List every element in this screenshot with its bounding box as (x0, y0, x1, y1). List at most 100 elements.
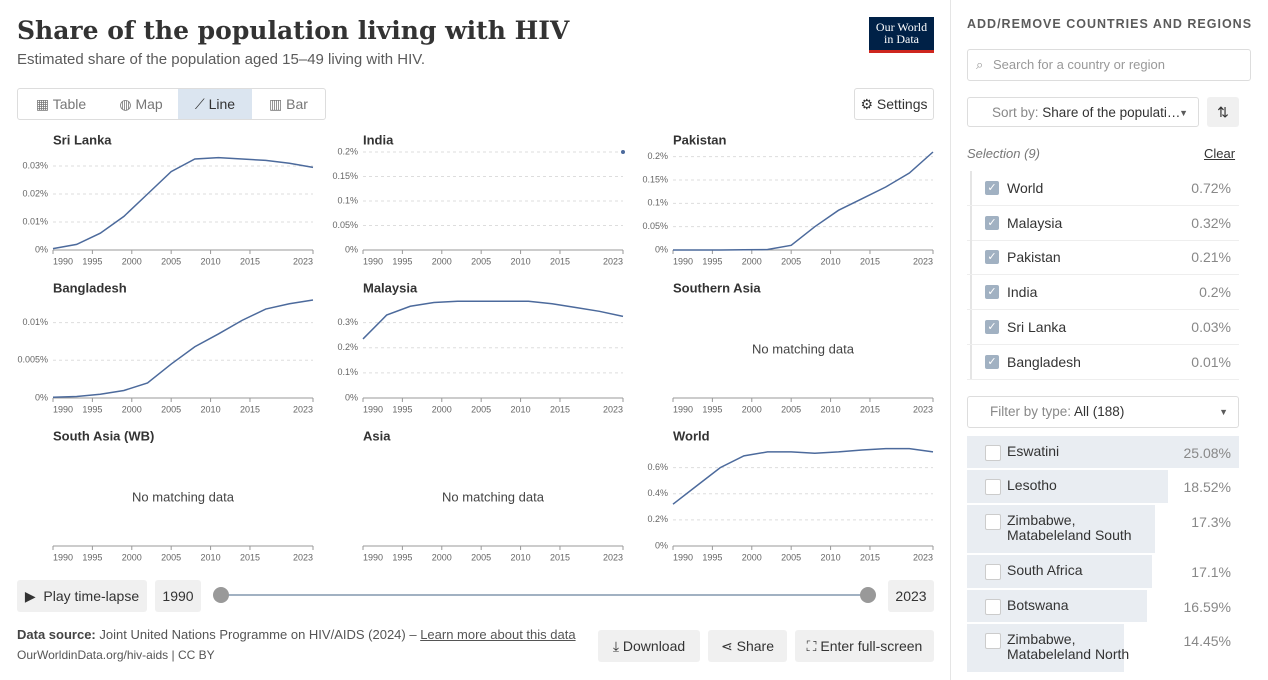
share-button[interactable]: ⋖ Share (708, 630, 787, 662)
divider (950, 0, 951, 680)
line (673, 151, 934, 251)
checkbox: ✓ (985, 181, 999, 195)
x-tick-label: 1995 (702, 404, 722, 414)
selected-row[interactable]: ✓ Bangladesh 0.01% (967, 344, 1239, 380)
chart-title: World (673, 428, 710, 443)
row-name: Eswatini (1007, 443, 1060, 459)
chart-title: Southern Asia (673, 280, 761, 295)
row-name: Zimbabwe, Matabeleland North (1007, 631, 1130, 662)
tab-label: Bar (286, 96, 308, 112)
tab-label: Map (135, 96, 163, 112)
x-tick-label: 2005 (471, 404, 491, 414)
y-tick-label: 0.15% (332, 171, 358, 181)
sort-dropdown[interactable]: Sort by: Share of the populati… ▼ (967, 97, 1199, 127)
no-data: No matching data (132, 489, 235, 504)
line (52, 156, 314, 250)
y-tick-label: 0.05% (642, 221, 668, 231)
chart-title: India (363, 132, 394, 147)
row-marker (970, 240, 972, 275)
x-tick-label: 1990 (673, 552, 693, 562)
tab[interactable]: ▥ Bar (269, 96, 308, 112)
line (362, 300, 624, 340)
row-value: 0.21% (1191, 249, 1231, 266)
x-tick-label: 2005 (781, 256, 801, 266)
checkbox: ✓ (985, 215, 999, 230)
y-tick-label: 0% (345, 244, 358, 254)
x-tick-label: 2023 (603, 256, 623, 266)
x-tick-label: 1990 (363, 256, 383, 266)
selected-row[interactable]: ✓ India 0.2% (967, 275, 1239, 311)
selected-row[interactable]: ✓ Malaysia 0.32% (967, 205, 1239, 241)
slider-handle[interactable] (213, 587, 229, 603)
list-row[interactable]: Botswana 16.59% (967, 590, 1239, 622)
download-button[interactable]: ⤓ Download (598, 630, 700, 662)
list-row[interactable]: South Africa 17.1% (967, 555, 1239, 588)
fullscreen-button[interactable]: ⛶ Enter full-screen (795, 630, 934, 662)
list-row[interactable]: Eswatini 25.08% (967, 436, 1239, 468)
caret: ▼ (1179, 108, 1188, 118)
tab[interactable]: ◍ Map (119, 96, 163, 112)
filter-dropdown[interactable]: Filter by type: All (188) ▼ (967, 396, 1239, 428)
x-tick-label: 2005 (161, 256, 181, 266)
learn-more[interactable]: Learn more about this data (420, 627, 576, 642)
selected-row[interactable]: ✓ Sri Lanka 0.03% (967, 309, 1239, 345)
row-marker (970, 275, 972, 310)
sort-order[interactable]: ⇅ (1207, 97, 1239, 127)
list-row[interactable]: Zimbabwe, Matabeleland South 17.3% (967, 505, 1239, 553)
row-value: 16.59% (1183, 599, 1231, 615)
checkbox (985, 599, 1001, 615)
checkbox (985, 479, 1001, 495)
y-tick-label: 0% (35, 244, 48, 254)
y-tick-label: 0% (345, 392, 358, 402)
list-row[interactable]: Lesotho 18.52% (967, 470, 1239, 503)
row-name: Bangladesh (1007, 353, 1081, 370)
y-tick-label: 0.02% (22, 188, 48, 198)
y-tick-label: 0.6% (647, 462, 668, 472)
chart-title: Asia (363, 428, 391, 443)
slider-handle[interactable] (860, 587, 876, 603)
list-row[interactable]: Zimbabwe, Matabeleland North 14.45% (967, 624, 1239, 672)
checkbox: ✓ (985, 285, 999, 300)
row-value: 0.01% (1191, 353, 1231, 370)
tab[interactable]: ⟋ Line (178, 89, 252, 119)
start-year[interactable]: 1990 (155, 580, 201, 612)
selected-row[interactable]: ✓ World 0.72% (967, 171, 1239, 206)
button-label: Enter full-screen (820, 638, 923, 654)
x-tick-label: 2010 (511, 404, 531, 414)
x-tick-label: 2005 (161, 552, 181, 562)
x-tick-label: 2000 (742, 552, 762, 562)
tab[interactable]: ▦ Table (35, 96, 87, 112)
no-data: No matching data (442, 489, 545, 504)
x-tick-label: 1990 (673, 256, 693, 266)
end-year[interactable]: 2023 (888, 580, 934, 612)
y-tick-label: 0.1% (337, 367, 358, 377)
play-button[interactable]: ▶ Play time-lapse (17, 580, 147, 612)
x-tick-label: 1995 (702, 552, 722, 562)
logo[interactable]: Our World in Data (869, 17, 934, 53)
x-tick-label: 2023 (293, 404, 313, 414)
source-text: Joint United Nations Programme on HIV/AI… (99, 627, 421, 642)
x-tick-label: 2023 (913, 404, 933, 414)
settings-button[interactable]: ⚙ Settings (854, 88, 934, 120)
tabs: ▦ Table ◍ Map ⟋ Line ▥ Bar (17, 88, 326, 120)
row-value: 14.45% (1183, 633, 1231, 649)
search-box[interactable]: ⌕ Search for a country or region (967, 49, 1251, 81)
chart-title: Pakistan (673, 132, 727, 147)
x-tick-label: 2023 (913, 256, 933, 266)
checkbox (985, 633, 1001, 649)
row-name: Sri Lanka (1007, 318, 1067, 335)
line (672, 447, 934, 505)
search-placeholder: Search for a country or region (993, 57, 1165, 72)
x-tick-label: 2010 (821, 552, 841, 562)
x-tick-label: 2000 (432, 552, 452, 562)
checkbox (985, 445, 1001, 461)
clear[interactable]: Clear (1204, 146, 1236, 161)
row-value: 17.3% (1191, 514, 1231, 530)
x-tick-label: 2000 (122, 256, 142, 266)
x-tick-label: 2000 (742, 404, 762, 414)
selected-row[interactable]: ✓ Pakistan 0.21% (967, 240, 1239, 276)
x-tick-label: 1990 (363, 404, 383, 414)
x-tick-label: 2000 (432, 256, 452, 266)
x-tick-label: 2015 (240, 404, 260, 414)
